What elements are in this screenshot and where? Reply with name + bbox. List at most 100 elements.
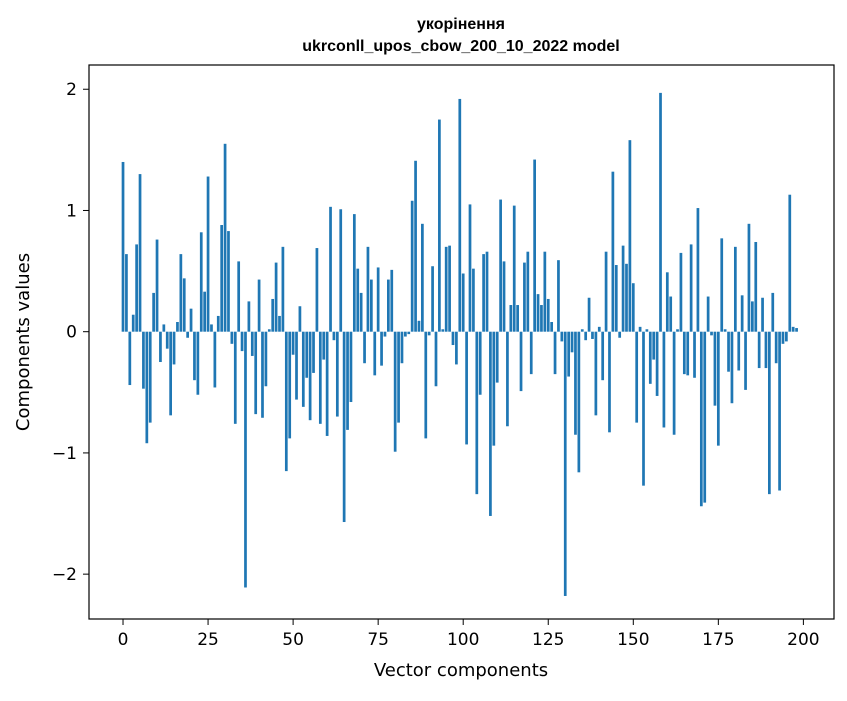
bar-8: [148, 331, 152, 423]
bar-69: [356, 268, 360, 332]
bar-141: [601, 331, 605, 381]
bar-180: [733, 246, 737, 332]
bar-159: [662, 331, 666, 428]
bar-194: [781, 331, 785, 344]
plot-frame: [88, 64, 835, 620]
bar-57: [315, 248, 319, 332]
bar-192: [774, 331, 778, 364]
bar-88: [421, 223, 424, 332]
bar-127: [553, 331, 557, 375]
bar-31: [227, 231, 230, 332]
bar-49: [288, 331, 292, 439]
bar-189: [764, 331, 768, 369]
bar-66: [346, 331, 349, 430]
y-tick-label: 2: [66, 80, 77, 100]
bar-9: [152, 292, 155, 332]
bar-67: [349, 331, 353, 403]
bar-51: [295, 331, 298, 400]
bar-34: [237, 261, 241, 332]
bar-110: [495, 331, 499, 383]
bar-76: [380, 331, 383, 366]
bar-103: [472, 268, 475, 332]
bar-93: [438, 119, 441, 332]
bar-138: [591, 331, 594, 339]
bar-108: [489, 331, 492, 516]
bar-167: [689, 244, 693, 332]
bar-80: [393, 331, 397, 452]
ticks-group: 0 25 50 75 100 125 150 175 200 −2 −1 0 1 2: [52, 80, 820, 650]
bar-163: [676, 329, 679, 332]
bar-122: [536, 294, 540, 332]
bar-62: [332, 331, 336, 341]
bar-60: [325, 331, 329, 436]
bar-170: [699, 331, 703, 507]
bar-15: [172, 331, 176, 365]
bar-98: [455, 331, 458, 365]
bar-72: [366, 246, 370, 332]
bar-90: [427, 331, 431, 336]
bar-99: [458, 98, 462, 332]
bar-128: [557, 260, 560, 332]
bar-14: [169, 331, 172, 416]
bar-74: [373, 331, 377, 376]
bar-147: [621, 245, 625, 332]
x-tick-label: 25: [197, 630, 219, 650]
bar-64: [339, 209, 343, 332]
bar-174: [713, 331, 717, 406]
bar-134: [577, 331, 581, 473]
bar-83: [404, 331, 407, 337]
bar-186: [754, 241, 758, 332]
bar-22: [196, 331, 200, 395]
bar-79: [390, 269, 394, 332]
x-tick-label: 75: [367, 630, 389, 650]
bar-191: [771, 292, 775, 332]
bar-109: [492, 331, 496, 446]
bar-96: [448, 245, 451, 332]
bar-23: [199, 232, 203, 332]
bar-160: [665, 272, 669, 332]
bar-137: [587, 297, 591, 332]
bar-153: [642, 331, 645, 486]
bar-58: [318, 331, 322, 424]
bar-70: [359, 292, 363, 332]
bar-56: [312, 331, 315, 373]
bar-36: [244, 331, 247, 588]
bar-155: [648, 331, 652, 384]
bar-13: [165, 331, 169, 349]
bar-154: [645, 329, 649, 332]
bar-184: [747, 223, 751, 332]
chart-subtitle: ukrconll_upos_cbow_200_10_2022 model: [302, 38, 619, 55]
bar-24: [203, 291, 207, 332]
bar-120: [529, 331, 533, 375]
bar-106: [482, 254, 485, 332]
bar-173: [710, 331, 713, 336]
bar-95: [444, 246, 448, 332]
bar-148: [625, 263, 628, 332]
bar-142: [604, 251, 608, 332]
bar-78: [387, 279, 390, 332]
bar-94: [441, 329, 445, 332]
bar-168: [693, 331, 696, 378]
bar-176: [720, 238, 724, 332]
bar-181: [737, 331, 741, 371]
bar-188: [761, 297, 764, 332]
bar-41: [261, 331, 264, 418]
x-tick-label: 175: [702, 630, 734, 650]
x-tick-label: 100: [447, 630, 479, 650]
x-tick-label: 50: [282, 630, 304, 650]
bar-10: [155, 239, 159, 332]
x-tick-label: 200: [787, 630, 819, 650]
bar-101: [465, 331, 468, 445]
bar-55: [308, 331, 312, 421]
bar-146: [618, 331, 622, 338]
bar-28: [216, 315, 220, 332]
bar-7: [145, 331, 149, 444]
bar-104: [475, 331, 479, 495]
bar-48: [284, 331, 288, 472]
bar-87: [417, 320, 421, 332]
bar-179: [730, 331, 734, 404]
bar-144: [611, 171, 615, 332]
bar-47: [281, 246, 285, 332]
